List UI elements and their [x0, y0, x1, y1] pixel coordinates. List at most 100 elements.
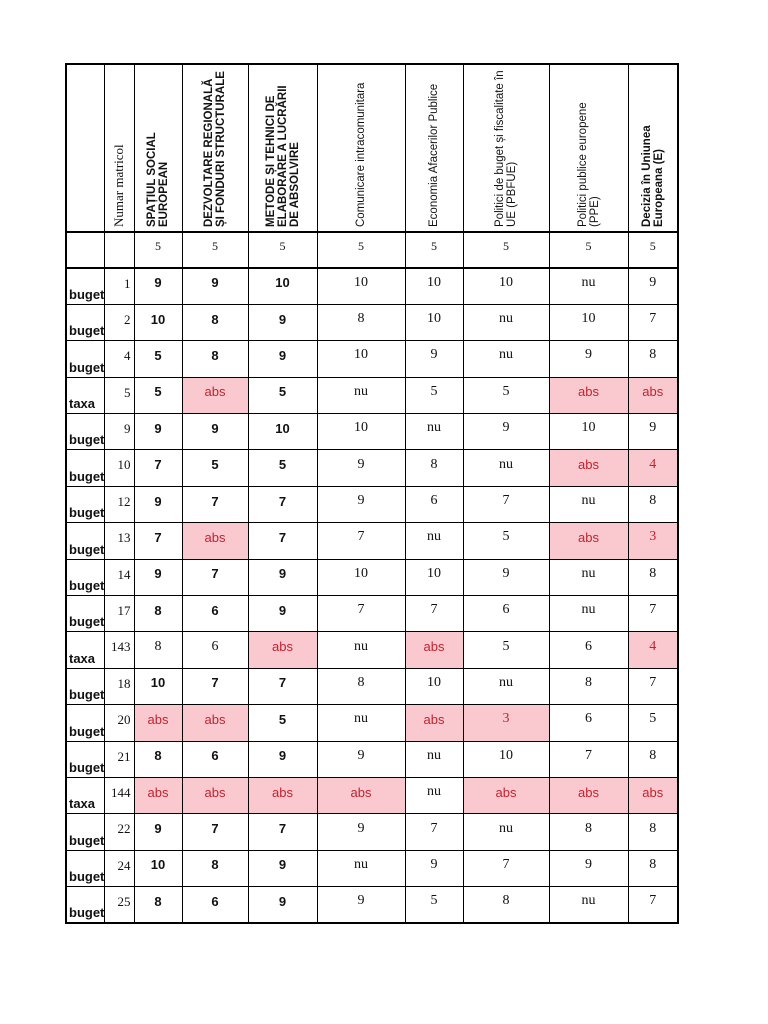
grade-cell: 5 [404, 886, 464, 924]
matricol-cell: 143 [103, 631, 135, 669]
grade-cell: 7 [462, 485, 550, 524]
grade-cell: 8 [133, 740, 183, 778]
grade-cell-absent: abs [316, 776, 406, 815]
grade-cell: 10 [316, 413, 406, 451]
corner-cell [65, 63, 105, 233]
row-type-cell: buget [65, 740, 105, 778]
grade-cell: 7 [627, 303, 679, 342]
row-type-cell: taxa [65, 631, 105, 669]
grade-cell-absent: abs [548, 776, 629, 815]
grade-cell: 9 [247, 303, 318, 342]
grade-cell-absent: abs [548, 522, 629, 560]
grade-cell: 6 [462, 595, 550, 633]
grade-cell: 8 [627, 849, 679, 888]
grade-cell: nu [548, 485, 629, 524]
matricol-cell: 18 [103, 667, 135, 706]
grade-cell: 8 [627, 485, 679, 524]
grade-cell: 10 [316, 340, 406, 378]
grade-cell-absent: abs [247, 776, 318, 815]
grade-cell: nu [462, 667, 550, 706]
grade-cell: 7 [133, 449, 183, 487]
grade-cell: 9 [462, 558, 550, 597]
student-row: buget 25 8 6 9 9 5 8 nu 7 [65, 886, 679, 924]
grade-cell: 6 [548, 631, 629, 669]
grade-cell: 9 [247, 886, 318, 924]
row-type-cell: buget [65, 340, 105, 378]
grade-cell: 4 [627, 449, 679, 487]
grade-cell: 8 [316, 667, 406, 706]
column-header-label: Politici publice europene (PPE) [576, 102, 601, 227]
grade-cell: nu [316, 631, 406, 669]
grade-cell: 9 [316, 449, 406, 487]
grade-cell: 8 [133, 595, 183, 633]
column-header-label: SPAȚIUL SOCIAL EUROPEAN [146, 132, 170, 227]
grade-cell: 10 [247, 267, 318, 305]
grade-cell: 9 [247, 340, 318, 378]
grade-cell: 10 [548, 303, 629, 342]
grade-cell: 3 [627, 522, 679, 560]
grade-cell: 5 [181, 449, 249, 487]
column-header-label: Economia Afacerilor Publice [428, 83, 440, 227]
grade-cell: 7 [316, 522, 406, 560]
grade-cell: 5 [462, 631, 550, 669]
student-row: buget 1 9 9 10 10 10 10 nu 9 [65, 267, 679, 305]
grade-cell: nu [316, 376, 406, 415]
column-header-politici-de-buget-si-fiscalitate-in-ue-p: Politici de buget și fiscalitate în UE (… [462, 63, 550, 233]
row-type-cell: taxa [65, 776, 105, 815]
column-header-economia-afacerilor-publice: Economia Afacerilor Publice [404, 63, 464, 233]
grade-cell-absent: abs [181, 776, 249, 815]
grade-cell: 5 [247, 704, 318, 742]
grade-cell: 7 [181, 485, 249, 524]
grade-cell: 7 [627, 886, 679, 924]
grade-cell: 10 [404, 667, 464, 706]
grade-cell: 10 [462, 740, 550, 778]
credits-cell: 5 [181, 231, 249, 269]
student-row: taxa 143 8 6 abs nu abs 5 6 4 [65, 631, 679, 669]
grade-cell: 5 [627, 704, 679, 742]
column-header-label: METODE ȘI TEHNICI DE ELABORARE A LUCRĂRI… [264, 85, 301, 227]
matricol-cell: 2 [103, 303, 135, 342]
grade-cell: 5 [462, 376, 550, 415]
matricol-cell: 22 [103, 813, 135, 851]
grade-cell-absent: abs [181, 376, 249, 415]
grade-cell: 10 [133, 667, 183, 706]
matricol-cell: 4 [103, 340, 135, 378]
grade-cell: 7 [462, 849, 550, 888]
grade-cell: 9 [133, 267, 183, 305]
grade-cell: 5 [247, 449, 318, 487]
grade-cell: nu [404, 776, 464, 815]
grade-cell-absent: abs [404, 704, 464, 742]
matricol-cell: 14 [103, 558, 135, 597]
grade-cell: nu [548, 595, 629, 633]
matricol-cell: 21 [103, 740, 135, 778]
grade-cell: 9 [627, 267, 679, 305]
grade-cell: 10 [548, 413, 629, 451]
student-row: buget 12 9 7 7 9 6 7 nu 8 [65, 485, 679, 524]
matricol-cell: 9 [103, 413, 135, 451]
grade-cell: 9 [247, 595, 318, 633]
grade-cell: 7 [316, 595, 406, 633]
matricol-cell: 1 [103, 267, 135, 305]
grade-cell: 9 [316, 740, 406, 778]
grade-cell: 9 [247, 558, 318, 597]
grade-cell: 8 [316, 303, 406, 342]
credits-empty-cell [103, 231, 135, 269]
grade-cell: nu [404, 413, 464, 451]
matricol-cell: 5 [103, 376, 135, 415]
column-header-spatiul-social-european: SPAȚIUL SOCIAL EUROPEAN [133, 63, 183, 233]
matricol-cell: 17 [103, 595, 135, 633]
grade-cell: 9 [133, 558, 183, 597]
grade-cell: 8 [627, 340, 679, 378]
student-row: taxa 5 5 abs 5 nu 5 5 abs abs [65, 376, 679, 415]
credits-cell: 5 [404, 231, 464, 269]
grade-cell: 8 [181, 340, 249, 378]
student-row: buget 20 abs abs 5 nu abs 3 6 5 [65, 704, 679, 742]
row-type-cell: buget [65, 704, 105, 742]
grade-cell: 7 [627, 667, 679, 706]
grade-cell: 7 [247, 485, 318, 524]
student-row: buget 18 10 7 7 8 10 nu 8 7 [65, 667, 679, 706]
row-type-cell: taxa [65, 376, 105, 415]
grade-cell-absent: abs [181, 704, 249, 742]
grade-cell: 8 [133, 631, 183, 669]
grade-cell: 7 [133, 522, 183, 560]
